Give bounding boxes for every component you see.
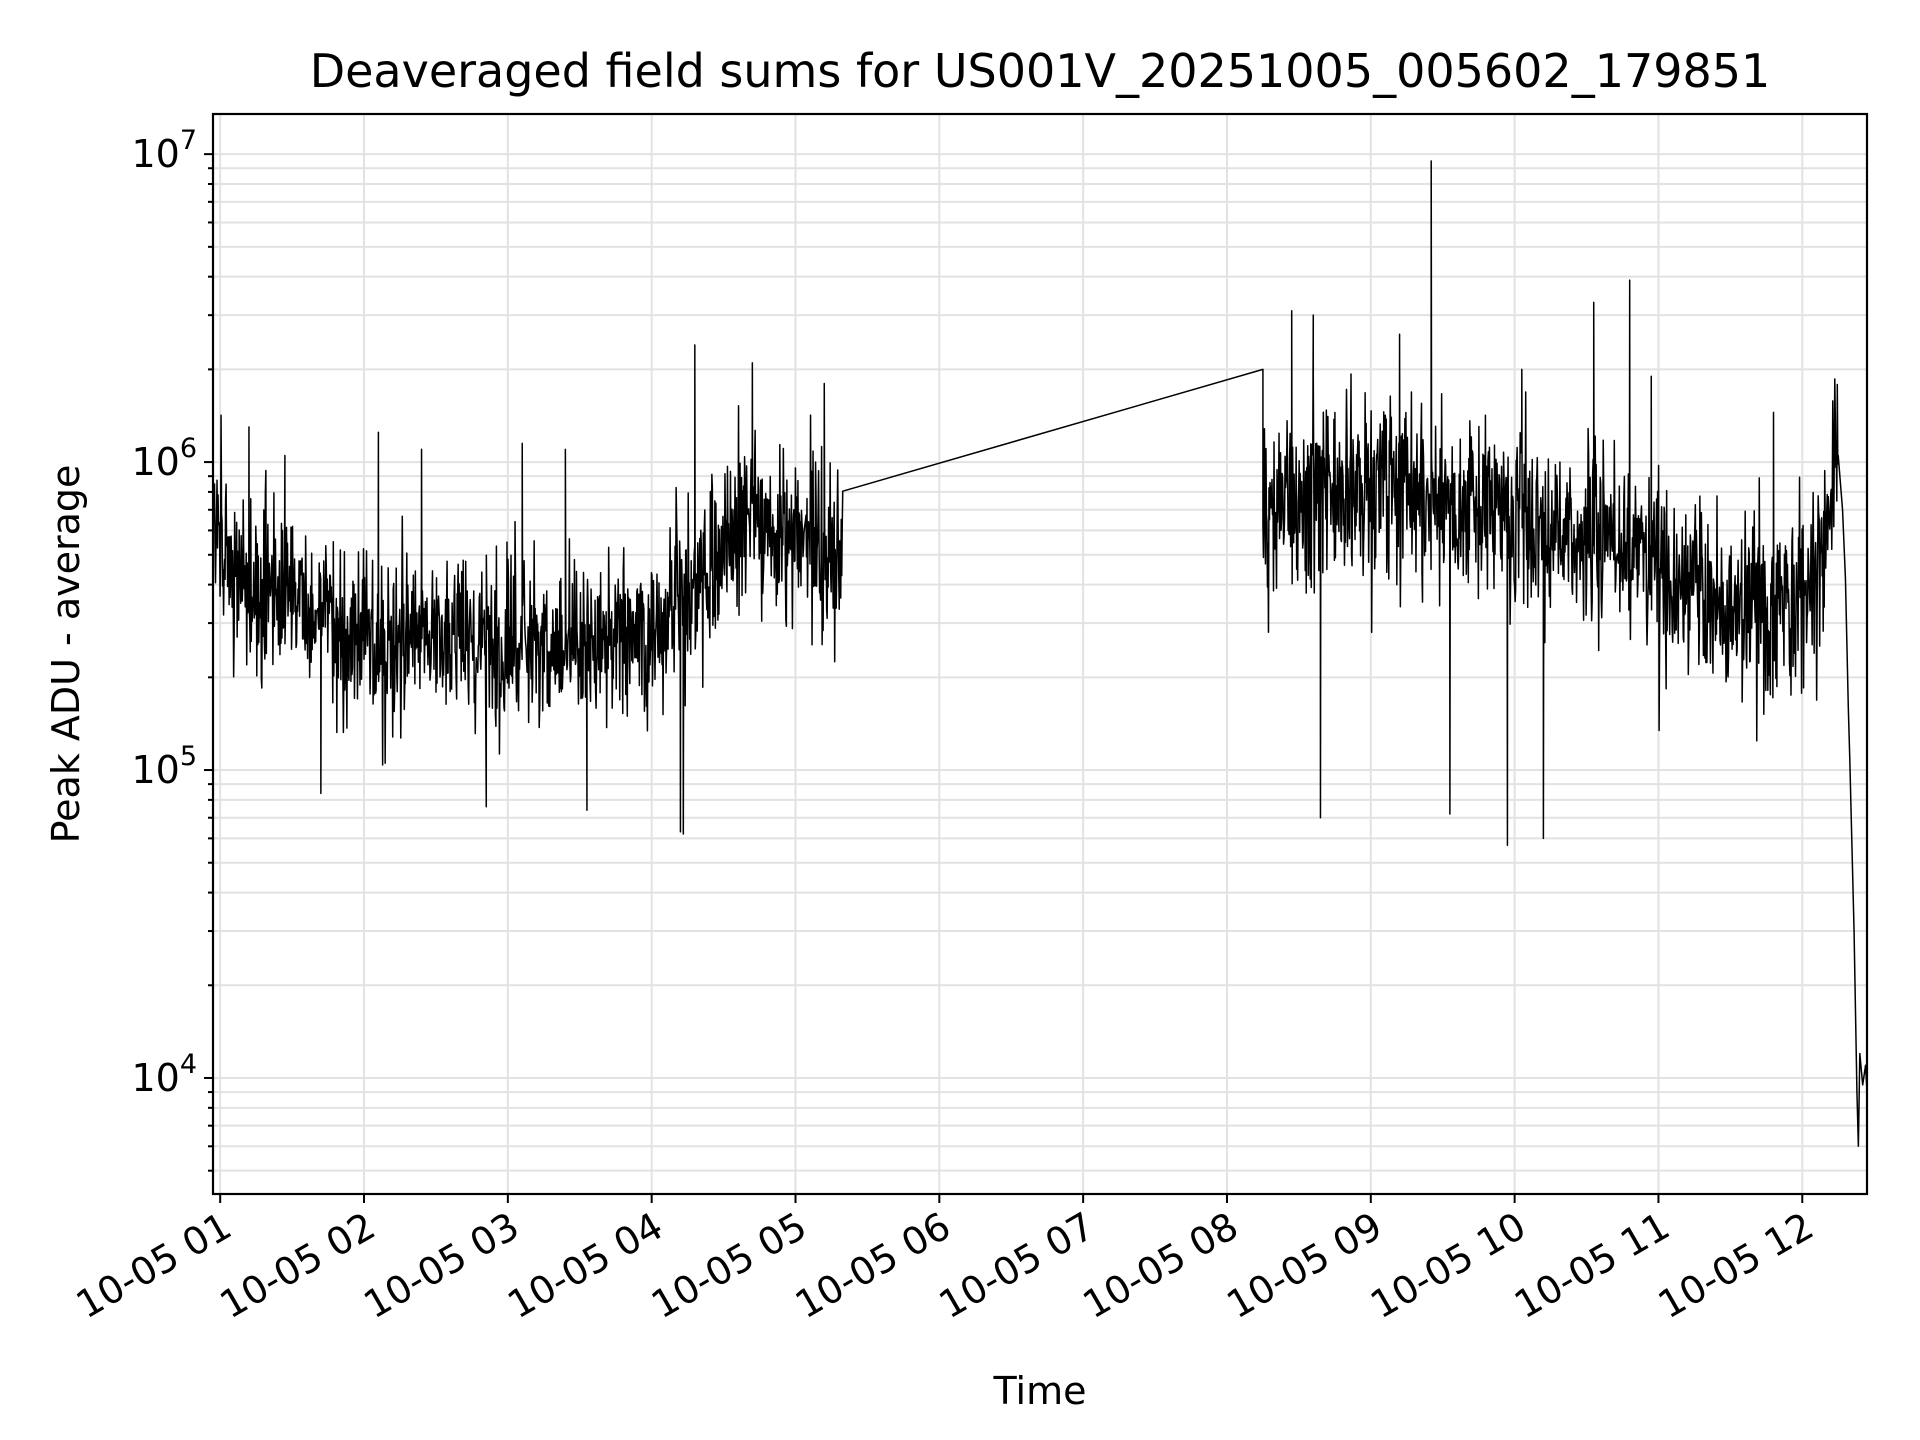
y-tick-label: 106 <box>131 433 197 484</box>
plot-frame <box>211 112 1869 1196</box>
y-axis-label: Peak ADU - average <box>44 465 88 844</box>
series-line-peak-adu <box>213 160 1867 1148</box>
y-tick-label-exponent: 7 <box>180 125 197 156</box>
y-tick-label-base: 10 <box>131 748 179 792</box>
y-tick-label-exponent: 5 <box>180 741 197 772</box>
data-series-group <box>213 160 1867 1148</box>
x-axis-label: Time <box>993 1369 1087 1413</box>
y-tick-label-base: 10 <box>131 440 179 484</box>
chart-title: Deaveraged field sums for US001V_2025100… <box>310 44 1771 98</box>
y-tick-label-exponent: 4 <box>180 1049 197 1080</box>
y-tick-label-base: 10 <box>131 1056 179 1100</box>
y-tick-label: 107 <box>131 125 197 176</box>
y-tick-label: 104 <box>131 1049 197 1100</box>
grid <box>213 114 1867 1194</box>
y-tick-label: 105 <box>131 741 197 792</box>
y-tick-label-exponent: 6 <box>180 433 197 464</box>
y-tick-label-base: 10 <box>131 132 179 176</box>
